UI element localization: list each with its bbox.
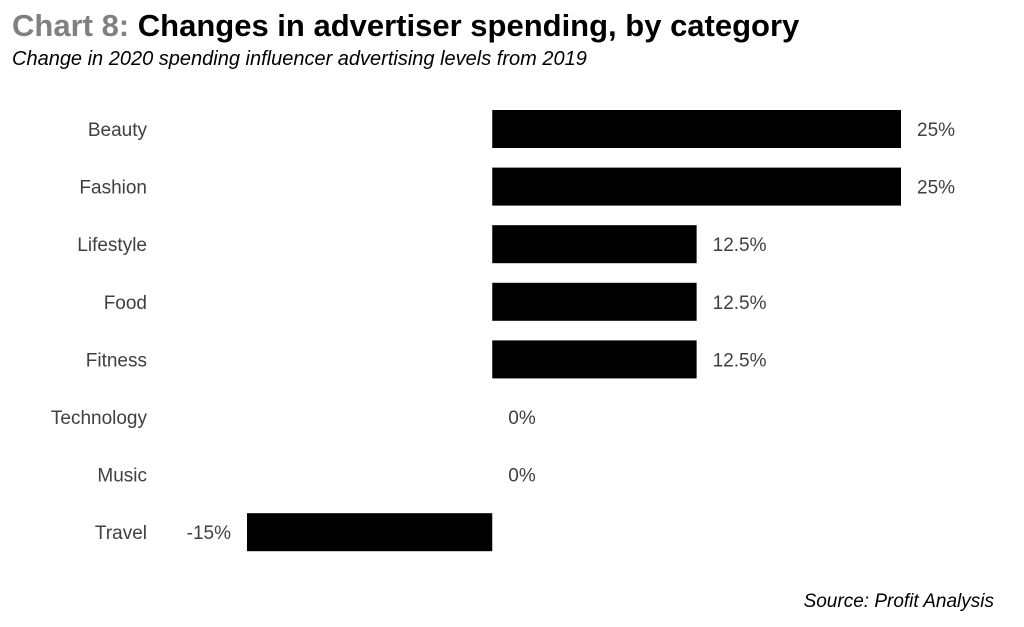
category-label-lifestyle: Lifestyle [77, 235, 147, 256]
category-label-fashion: Fashion [79, 178, 147, 199]
category-label-travel: Travel [95, 523, 147, 544]
bar-travel [247, 513, 493, 552]
category-label-fitness: Fitness [86, 350, 147, 371]
bar-fashion [492, 167, 901, 206]
value-label-fitness: 12.5% [713, 350, 767, 371]
value-label-technology: 0% [508, 408, 536, 429]
category-label-food: Food [104, 293, 147, 314]
bar-beauty [492, 110, 901, 148]
category-label-beauty: Beauty [88, 120, 148, 141]
value-label-lifestyle: 12.5% [713, 235, 767, 256]
chart-title: Chart 8: Changes in advertiser spending,… [12, 8, 799, 44]
value-label-food: 12.5% [713, 293, 767, 314]
bar-lifestyle [492, 225, 697, 264]
value-label-music: 0% [508, 466, 536, 487]
category-label-technology: Technology [51, 408, 148, 429]
chart-title-main: Changes in advertiser spending, by categ… [137, 8, 800, 43]
source-note: Source: Profit Analysis [803, 591, 994, 612]
chart-subtitle: Change in 2020 spending influencer adver… [12, 48, 587, 70]
value-label-fashion: 25% [917, 178, 955, 199]
category-label-music: Music [97, 466, 147, 487]
chart-title-prefix: Chart 8: [12, 8, 130, 43]
bar-fitness [492, 340, 697, 379]
value-label-travel: -15% [187, 523, 231, 544]
bar-food [492, 282, 697, 321]
value-label-beauty: 25% [917, 120, 955, 141]
